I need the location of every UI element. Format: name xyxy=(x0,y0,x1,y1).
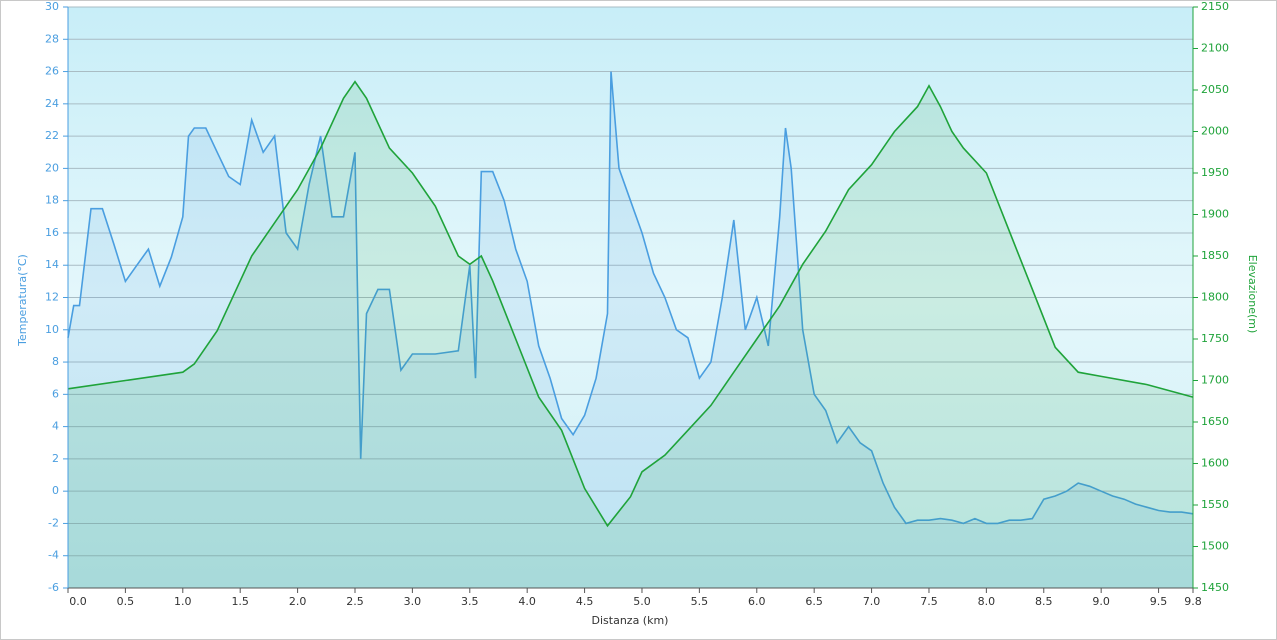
y2-tick-label: 1700 xyxy=(1201,374,1229,387)
x-tick-label: 1.5 xyxy=(231,595,249,608)
y2-tick-label: 1650 xyxy=(1201,415,1229,428)
x-tick-label: 5.0 xyxy=(633,595,651,608)
y2-tick-label: 1500 xyxy=(1201,540,1229,553)
grid xyxy=(68,6,1193,589)
y-tick-label: -2 xyxy=(48,516,59,529)
y2-tick-label: 1750 xyxy=(1201,332,1229,345)
y2-tick-label: 1450 xyxy=(1201,581,1229,594)
y-tick-label: 18 xyxy=(45,194,59,207)
x-tick-label: 6.5 xyxy=(805,595,823,608)
x-tick-label: 0.0 xyxy=(69,595,87,608)
x-tick-label: 5.5 xyxy=(691,595,709,608)
y-tick-label: -6 xyxy=(48,581,59,594)
x-tick-label: 1.0 xyxy=(174,595,192,608)
y-tick-label: 30 xyxy=(45,0,59,13)
x-tick-label: 3.5 xyxy=(461,595,479,608)
y-tick-label: 6 xyxy=(52,387,59,400)
x-tick-label: 9.8 xyxy=(1184,595,1202,608)
y-tick-label: 16 xyxy=(45,226,59,239)
y-tick-label: 26 xyxy=(45,65,59,78)
y2-tick-label: 2150 xyxy=(1201,0,1229,13)
series-line xyxy=(67,80,1194,528)
y-tick-label: 12 xyxy=(45,291,59,304)
y2-tick-label: 1550 xyxy=(1201,498,1229,511)
y-tick-label: 4 xyxy=(52,420,59,433)
y-tick-label: 20 xyxy=(45,161,59,174)
y2-tick-label: 1600 xyxy=(1201,457,1229,470)
x-tick-label: 3.0 xyxy=(404,595,422,608)
y-tick-label: 8 xyxy=(52,355,59,368)
y2-tick-label: 1900 xyxy=(1201,208,1229,221)
y-tick-label: 14 xyxy=(45,258,59,271)
y-tick-label: 22 xyxy=(45,129,59,142)
y2-tick-label: 2100 xyxy=(1201,42,1229,55)
y2-axis-label: Elevazione(m) xyxy=(1246,255,1259,334)
y-tick-label: 28 xyxy=(45,32,59,45)
series-area xyxy=(68,81,1193,588)
y-axis-label: Temperatura(°C) xyxy=(16,254,29,347)
y-tick-label: -4 xyxy=(48,549,59,562)
x-tick-label: 4.5 xyxy=(576,595,594,608)
x-axis-label: Distanza (km) xyxy=(592,614,669,627)
x-tick-label: 0.5 xyxy=(117,595,135,608)
y2-tick-label: 2050 xyxy=(1201,83,1229,96)
y2-tick-label: 2000 xyxy=(1201,125,1229,138)
x-tick-label: 7.0 xyxy=(863,595,881,608)
series-line xyxy=(67,71,1194,525)
marks xyxy=(67,71,1194,589)
x-tick-label: 2.5 xyxy=(346,595,364,608)
y-tick-label: 10 xyxy=(45,323,59,336)
series-area xyxy=(68,71,1193,589)
x-tick-label: 8.0 xyxy=(978,595,996,608)
y2-tick-label: 1850 xyxy=(1201,249,1229,262)
x-tick-label: 8.5 xyxy=(1035,595,1053,608)
y-tick-label: 0 xyxy=(52,484,59,497)
y-tick-label: 24 xyxy=(45,97,59,110)
axes: -6-4-20246810121416182022242628301450150… xyxy=(45,0,1229,608)
x-tick-label: 2.0 xyxy=(289,595,307,608)
x-tick-label: 9.0 xyxy=(1092,595,1110,608)
y2-tick-label: 1800 xyxy=(1201,291,1229,304)
x-tick-label: 9.5 xyxy=(1150,595,1168,608)
y-tick-label: 2 xyxy=(52,452,59,465)
x-tick-label: 6.0 xyxy=(748,595,766,608)
x-tick-label: 7.5 xyxy=(920,595,938,608)
y2-tick-label: 1950 xyxy=(1201,166,1229,179)
x-tick-label: 4.0 xyxy=(518,595,536,608)
